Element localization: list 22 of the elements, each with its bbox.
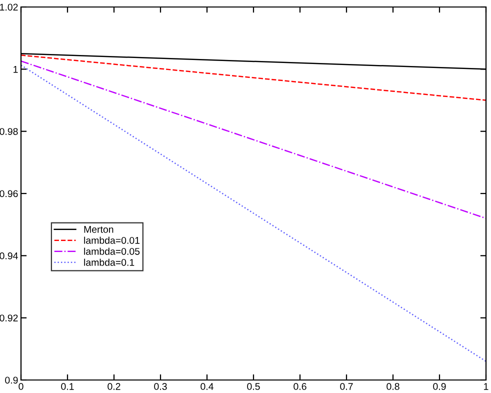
legend-label: lambda=0.1 xyxy=(84,258,134,266)
legend-label: lambda=0.05 xyxy=(84,248,140,255)
legend-label: Merton xyxy=(84,226,114,233)
x-tick-label: 0.7 xyxy=(340,383,353,390)
y-tick-label: 0.96 xyxy=(0,190,18,198)
x-tick-label: 1 xyxy=(484,383,488,390)
x-tick-label: 0.6 xyxy=(294,383,306,390)
y-tick-label: 0.9 xyxy=(5,376,18,384)
y-tick-label: 0.98 xyxy=(0,128,18,135)
x-tick-label: 0.8 xyxy=(386,383,400,390)
x-tick-label: 0.1 xyxy=(61,383,74,390)
x-tick-label: 0 xyxy=(18,383,24,390)
y-tick-label: 1.02 xyxy=(0,4,18,11)
y-tick-label: 0.94 xyxy=(0,252,18,260)
x-tick-label: 0.2 xyxy=(108,383,120,390)
x-tick-label: 0.3 xyxy=(154,383,167,390)
x-tick-label: 0.4 xyxy=(200,383,214,390)
x-tick-label: 0.9 xyxy=(433,383,446,390)
legend-label: lambda=0.01 xyxy=(84,236,140,244)
y-tick-label: 0.92 xyxy=(0,314,18,322)
x-tick-label: 0.5 xyxy=(247,383,260,390)
y-tick-label: 1 xyxy=(14,66,18,73)
